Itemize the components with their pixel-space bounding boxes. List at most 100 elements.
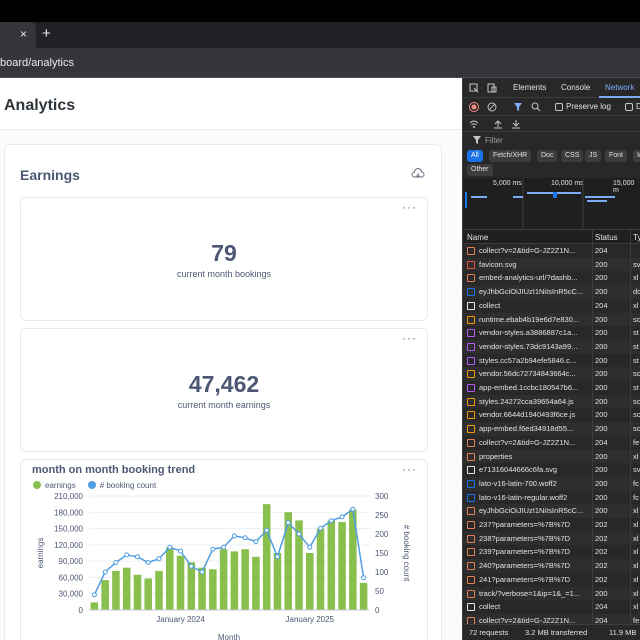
table-row[interactable]: collect 204 xl [463,298,640,313]
chart-title[interactable]: month on month booking trend [32,464,196,476]
filter-icon[interactable] [513,102,523,112]
y-tick-label: 30,000 [59,590,84,599]
clear-icon[interactable] [487,102,497,112]
filter-chip-fetch-xhr[interactable]: Fetch/XHR [489,150,532,162]
browser-tab[interactable]: × [0,22,36,48]
table-row[interactable]: lato-v16-latin-700.woff2 200 fc [463,476,640,491]
tab-network[interactable]: Network [605,83,635,92]
table-row[interactable]: 237?parameters=%7B%7D 202 xl [463,518,640,532]
booking-count-point [188,563,194,569]
table-row[interactable]: 239?parameters=%7B%7D 202 xl [463,545,640,560]
table-row[interactable]: collect?v=2&tid=G-JZ2Z1N... 204 fe [463,435,640,450]
table-row[interactable]: e71316044666c6fa.svg 200 sv [463,463,640,477]
legend-item-booking-count[interactable]: # booking count [87,481,156,490]
cloud-download-icon[interactable] [411,167,425,181]
table-row[interactable]: styles.24272cca39654a64.js 200 sc [463,394,640,409]
request-type: xl [633,574,639,584]
table-row[interactable]: app-embed.f6ed34918d55... 200 sc [463,422,640,436]
y-tick-label: 90,000 [59,557,84,566]
resource-type-icon [467,603,475,612]
y-tick-label: 180,000 [54,508,83,517]
resource-type-icon [467,507,475,516]
earnings-label: current month earnings [177,400,271,410]
tile-menu-icon[interactable]: ··· [402,200,417,214]
column-type[interactable]: Ty [633,233,640,242]
request-status: 204 [595,437,608,447]
filter-chip-other[interactable]: Other [467,164,493,176]
filter-input[interactable]: Filter [485,136,503,145]
request-name: vendor.56dc72734843664c... [479,369,576,379]
earnings-bar [295,520,303,610]
table-row[interactable]: 238?parameters=%7B%7D 202 xl [463,531,640,546]
resource-type-icon [467,452,475,461]
table-row[interactable]: 240?parameters=%7B%7D 202 xl [463,559,640,573]
column-name[interactable]: Name [467,233,489,242]
filter-chip-img[interactable]: In [633,150,640,162]
resource-type-icon [467,274,475,283]
preserve-log-checkbox[interactable] [555,103,563,111]
device-toolbar-icon[interactable] [487,83,497,93]
table-row[interactable]: collect 204 xl [463,600,640,614]
address-bar[interactable]: board/analytics [0,48,640,78]
url-text[interactable]: board/analytics [0,57,74,69]
resource-type-icon [467,562,475,571]
table-row[interactable]: favicon.svg 200 sv [463,257,640,272]
booking-count-point [156,556,162,562]
request-name: styles.cc57a2b94efe5846.c... [479,355,577,365]
table-row[interactable]: track/?verbose=1&ip=1&_=1... 200 xl [463,586,640,601]
booking-count-point [361,575,367,581]
column-status[interactable]: Status [595,233,618,242]
timeline-tick: 5,000 ms [493,180,522,187]
request-status: 200 [595,396,608,406]
table-row[interactable]: collect?v=2&tid=G-JZ2Z1N... 204 [463,244,640,258]
resource-type-icon [467,247,475,255]
timeline-tick: 15,000 m [613,180,635,194]
request-name: properties [479,451,513,461]
y2-tick-label: 50 [375,587,384,596]
upload-icon[interactable] [493,119,503,129]
table-row[interactable]: styles.cc57a2b94efe5846.c... 200 st [463,353,640,368]
earnings-card: Earnings ··· 79 current month bookings ·… [4,144,442,640]
new-tab-button[interactable]: + [42,25,51,42]
filter-chip-all[interactable]: All [467,150,483,162]
booking-count-point [134,554,140,560]
wifi-icon[interactable] [469,119,479,129]
table-row[interactable]: eyJhbGciOiJIUzI1NiIsInR5cC... 200 dc [463,285,640,299]
filter-chip-doc[interactable]: Doc [537,150,558,162]
tab-elements[interactable]: Elements [513,83,547,92]
table-row[interactable]: vendor.56dc72734843664c... 200 sc [463,367,640,381]
table-row[interactable]: app-embed.1ccbc180547b6... 200 st [463,381,640,395]
table-row[interactable]: properties 200 xl [463,449,640,464]
download-icon[interactable] [511,119,521,129]
tile-menu-icon[interactable]: ··· [402,331,417,345]
filter-chip-font[interactable]: Font [605,150,628,162]
y2-tick-label: 250 [375,511,389,520]
inspect-element-icon[interactable] [469,83,479,93]
search-icon[interactable] [531,102,541,112]
booking-count-point [274,554,280,560]
table-row[interactable]: lato-v16-latin-regular.woff2 200 fc [463,490,640,505]
disable-cache-checkbox[interactable] [625,103,633,111]
table-row[interactable]: vendor-styles.73dc9143a99... 200 st [463,339,640,354]
close-tab-icon[interactable]: × [20,27,28,41]
filter-chip-js[interactable]: JS [585,150,602,162]
browser-tab-strip: × + [0,22,640,48]
table-row[interactable]: runtime.ebab4b19e6d7e830... 200 sc [463,312,640,327]
resource-type-icon [467,260,475,269]
table-row[interactable]: embed-analytics-url/?dashb... 200 xl [463,271,640,286]
booking-count-point [253,539,259,545]
y-axis-title: earnings [36,538,45,569]
tab-console[interactable]: Console [561,83,591,92]
table-row[interactable]: eyJhbGciOiJIUzI1NiIsInR5cC... 200 xl [463,504,640,518]
request-name: favicon.svg [479,259,517,269]
filter-chip-css[interactable]: CSS [561,150,584,162]
table-row[interactable]: vendor.6644d1940493f6ce.js 200 sc [463,408,640,423]
x-axis-title: Month [218,633,240,640]
legend-item-earnings[interactable]: earnings [33,481,76,490]
table-row[interactable]: 241?parameters=%7B%7D 202 xl [463,572,640,587]
network-toolbar-2 [463,116,640,132]
resource-type-icon [467,342,475,351]
record-icon[interactable] [469,102,479,112]
table-row[interactable]: vendor-styles.a3886887c1a... 200 st [463,326,640,340]
tile-menu-icon[interactable]: ··· [402,462,417,476]
